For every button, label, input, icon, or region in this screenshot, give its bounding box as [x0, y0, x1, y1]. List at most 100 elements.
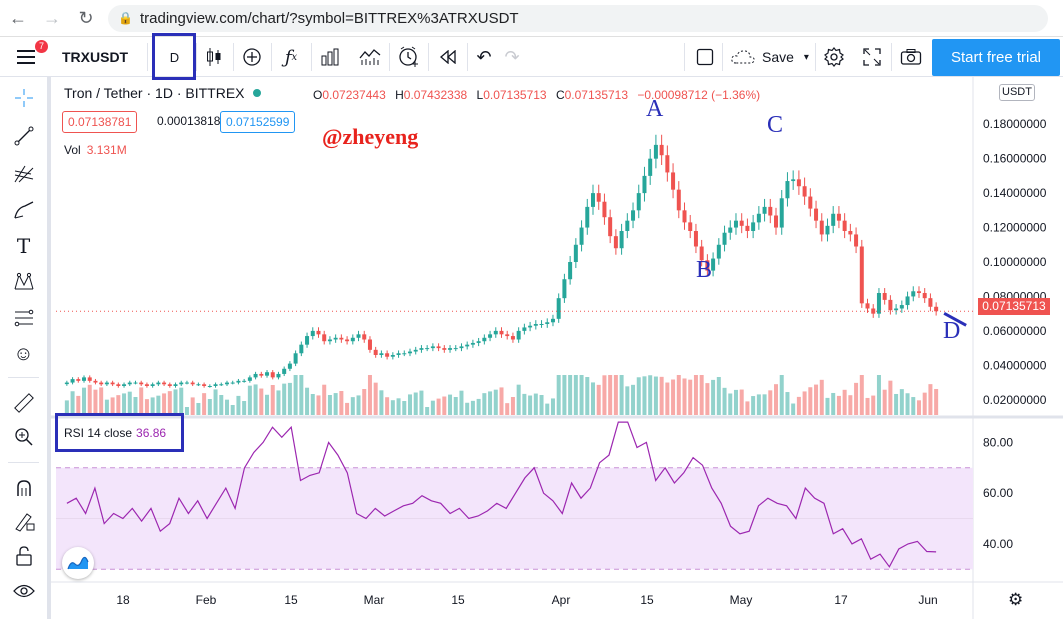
candle-body: [133, 382, 138, 384]
candle-body: [299, 344, 304, 354]
candle-body: [596, 193, 601, 202]
buy-price[interactable]: 0.07152599: [220, 111, 296, 133]
volume-bar: [573, 375, 578, 415]
volume-bar: [882, 389, 887, 415]
replay-icon[interactable]: [432, 37, 464, 77]
crosshair-icon[interactable]: [0, 83, 47, 113]
volume-bar: [831, 392, 836, 415]
candle-body: [379, 353, 384, 355]
lock-icon: 🔒: [118, 11, 133, 25]
candle-body: [190, 382, 195, 385]
candle-body: [253, 373, 258, 378]
lock-drawing-icon[interactable]: [0, 506, 47, 536]
volume-bar: [402, 401, 407, 415]
menu-icon[interactable]: [8, 37, 43, 77]
ruler-icon[interactable]: [0, 388, 47, 418]
layout-square-icon[interactable]: [690, 37, 720, 77]
start-free-trial-button[interactable]: Start free trial: [932, 39, 1060, 76]
ohlc-values: O0.07237443 H0.07432338 L0.07135713 C0.0…: [313, 88, 761, 102]
price-chart[interactable]: 0.18000000 0.16000000 0.14000000 0.12000000…: [51, 77, 1063, 619]
candle-body: [402, 353, 407, 355]
scale-settings-gear-icon[interactable]: ⚙: [1008, 590, 1024, 609]
notification-badge: 7: [35, 40, 48, 53]
candle-body: [722, 232, 727, 245]
volume-bar: [808, 387, 813, 415]
trend-line-icon[interactable]: [0, 121, 47, 151]
price-tick-label: 0.06000000: [983, 324, 1047, 338]
financials-icon[interactable]: [314, 37, 346, 77]
candle-body: [150, 384, 155, 386]
pitchfork-icon[interactable]: [0, 158, 47, 188]
volume-bar: [522, 393, 527, 415]
candle-body: [362, 334, 367, 340]
currency-label[interactable]: USDT: [999, 84, 1035, 101]
sell-price[interactable]: 0.07138781: [62, 111, 138, 133]
volume-bar: [436, 398, 441, 415]
brush-icon[interactable]: [0, 195, 47, 225]
candle-body: [356, 334, 361, 338]
settings-gear-icon[interactable]: [818, 37, 850, 77]
candle-body: [848, 231, 853, 235]
volume-bar: [934, 388, 939, 415]
alert-clock-icon[interactable]: [393, 37, 425, 77]
eye-icon[interactable]: [0, 576, 47, 606]
redo-icon[interactable]: ↷: [504, 46, 520, 67]
reload-icon[interactable]: ↻: [78, 8, 94, 28]
candle-body: [711, 258, 716, 271]
smiley-icon[interactable]: ☺: [13, 342, 34, 365]
candle-body: [367, 339, 372, 350]
candle-body: [213, 384, 218, 386]
volume-bar: [739, 389, 744, 415]
volume-bar: [516, 384, 521, 415]
camera-icon[interactable]: [895, 37, 927, 77]
volume-bar: [373, 382, 378, 415]
candle-body: [751, 222, 756, 231]
text-tool-icon[interactable]: T: [16, 234, 31, 258]
candle-body: [482, 337, 487, 342]
symbol-search[interactable]: TRXUSDT: [62, 49, 129, 65]
candle-body: [282, 368, 287, 374]
prediction-icon[interactable]: [0, 303, 47, 333]
forward-arrow-icon[interactable]: →: [43, 8, 61, 28]
candle-body: [425, 348, 430, 350]
rsi-legend: RSI 14 close 36.86: [64, 426, 167, 440]
candle-body: [76, 379, 81, 381]
volume-bar: [299, 375, 304, 415]
zoom-in-icon[interactable]: [0, 422, 47, 452]
volume-bar: [282, 383, 287, 415]
save-button[interactable]: Save ▾: [730, 37, 810, 77]
last-price-tag: 0.07135713: [978, 298, 1050, 315]
interval-button[interactable]: D: [169, 49, 180, 65]
tradingview-logo-icon[interactable]: [62, 547, 94, 579]
fullscreen-icon[interactable]: [856, 37, 888, 77]
volume-bar: [693, 375, 698, 415]
volume-bar: [167, 391, 172, 415]
time-tick-label: 15: [640, 593, 654, 607]
candle-body: [676, 189, 681, 211]
candles-icon[interactable]: [199, 37, 229, 77]
candle-body: [316, 330, 321, 335]
volume-bar: [110, 397, 115, 415]
undo-icon[interactable]: ↶: [476, 46, 492, 67]
templates-icon[interactable]: [354, 37, 386, 77]
candle-body: [934, 306, 939, 312]
chevron-down-icon[interactable]: ▾: [803, 51, 809, 63]
compare-plus-icon[interactable]: [236, 37, 268, 77]
candle-body: [814, 208, 819, 221]
pattern-icon[interactable]: [0, 267, 47, 297]
volume-bar: [676, 375, 681, 415]
magnet-icon[interactable]: [0, 473, 47, 503]
volume-bar: [162, 393, 167, 415]
unlock-icon[interactable]: [0, 541, 47, 571]
volume-bar: [122, 393, 127, 415]
candle-body: [876, 293, 881, 314]
candle-body: [322, 334, 327, 342]
candle-body: [619, 231, 624, 249]
candle-body: [116, 384, 121, 386]
price-tick-label: 0.10000000: [983, 255, 1047, 269]
address-bar[interactable]: 🔒 tradingview.com/chart/?symbol=BITTREX%…: [108, 5, 1048, 32]
back-arrow-icon[interactable]: ←: [9, 8, 27, 28]
volume-bar: [814, 384, 819, 415]
